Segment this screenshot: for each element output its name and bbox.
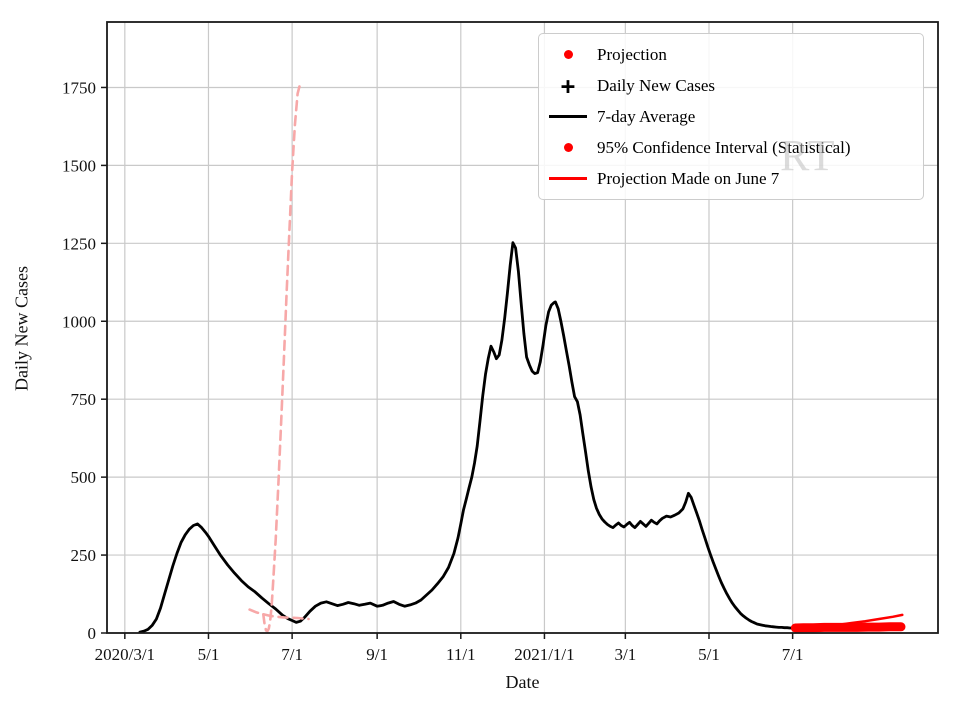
- y-tick-label: 1500: [62, 156, 96, 175]
- legend-item-daily-new-cases: + Daily New Cases: [539, 70, 915, 101]
- x-tick-label: 11/1: [446, 645, 476, 664]
- legend-label: 95% Confidence Interval (Statistical): [597, 137, 851, 157]
- x-tick-label: 5/1: [198, 645, 220, 664]
- y-tick-label: 1750: [62, 78, 96, 97]
- x-tick-label: 9/1: [366, 645, 388, 664]
- red-dot-icon: [539, 143, 597, 152]
- plus-marker-icon: +: [539, 71, 597, 100]
- y-tick-label: 0: [88, 624, 97, 643]
- x-tick-label: 3/1: [614, 645, 636, 664]
- red-line-icon: [539, 177, 597, 180]
- y-axis-label: Daily New Cases: [11, 266, 32, 391]
- red-dot-icon: [539, 50, 597, 59]
- x-tick-label: 5/1: [698, 645, 720, 664]
- x-tick-label: 7/1: [782, 645, 804, 664]
- x-tick-label: 2020/3/1: [95, 645, 155, 664]
- old-projection-dashed-explosive-branch-: [261, 81, 302, 633]
- x-tick-label: 2021/1/1: [514, 645, 574, 664]
- legend-label: Projection: [597, 44, 667, 64]
- y-tick-label: 250: [71, 546, 97, 565]
- plus-marker-icon: +: [560, 71, 576, 100]
- legend-item-projection-made-on-june-7: Projection Made on June 7: [539, 163, 915, 194]
- 95-ci-upper: [836, 613, 904, 627]
- old-projection-dashed-flat-segment-: [248, 608, 310, 621]
- y-tick-label: 500: [71, 468, 97, 487]
- red-dot-icon: [563, 50, 573, 59]
- x-tick-label: 7/1: [281, 645, 303, 664]
- y-tick-label: 1000: [62, 312, 96, 331]
- projection-made-on-june-7-band-: [790, 622, 906, 633]
- red-dot-icon: [563, 143, 573, 152]
- black-line-icon: [539, 115, 597, 118]
- legend-label: Daily New Cases: [597, 75, 716, 95]
- legend-label: 7-day Average: [597, 106, 696, 126]
- y-tick-label: 750: [71, 390, 97, 409]
- legend-item-95-confidence-interval-statistical-: 95% Confidence Interval (Statistical): [539, 132, 915, 163]
- y-tick-label: 1250: [62, 234, 96, 253]
- legend: Projection + Daily New Cases 7-day Average 9…: [538, 33, 924, 200]
- x-axis-label: Date: [505, 672, 540, 692]
- legend-item-projection: Projection: [539, 39, 915, 70]
- legend-item-7-day-average: 7-day Average: [539, 101, 915, 132]
- red-line-icon: [549, 177, 587, 180]
- watermark: RT: [780, 131, 836, 180]
- legend-label: Projection Made on June 7: [597, 168, 780, 188]
- plot-border: [106, 21, 939, 634]
- black-line-icon: [549, 115, 587, 118]
- 7-day-average: [138, 241, 800, 634]
